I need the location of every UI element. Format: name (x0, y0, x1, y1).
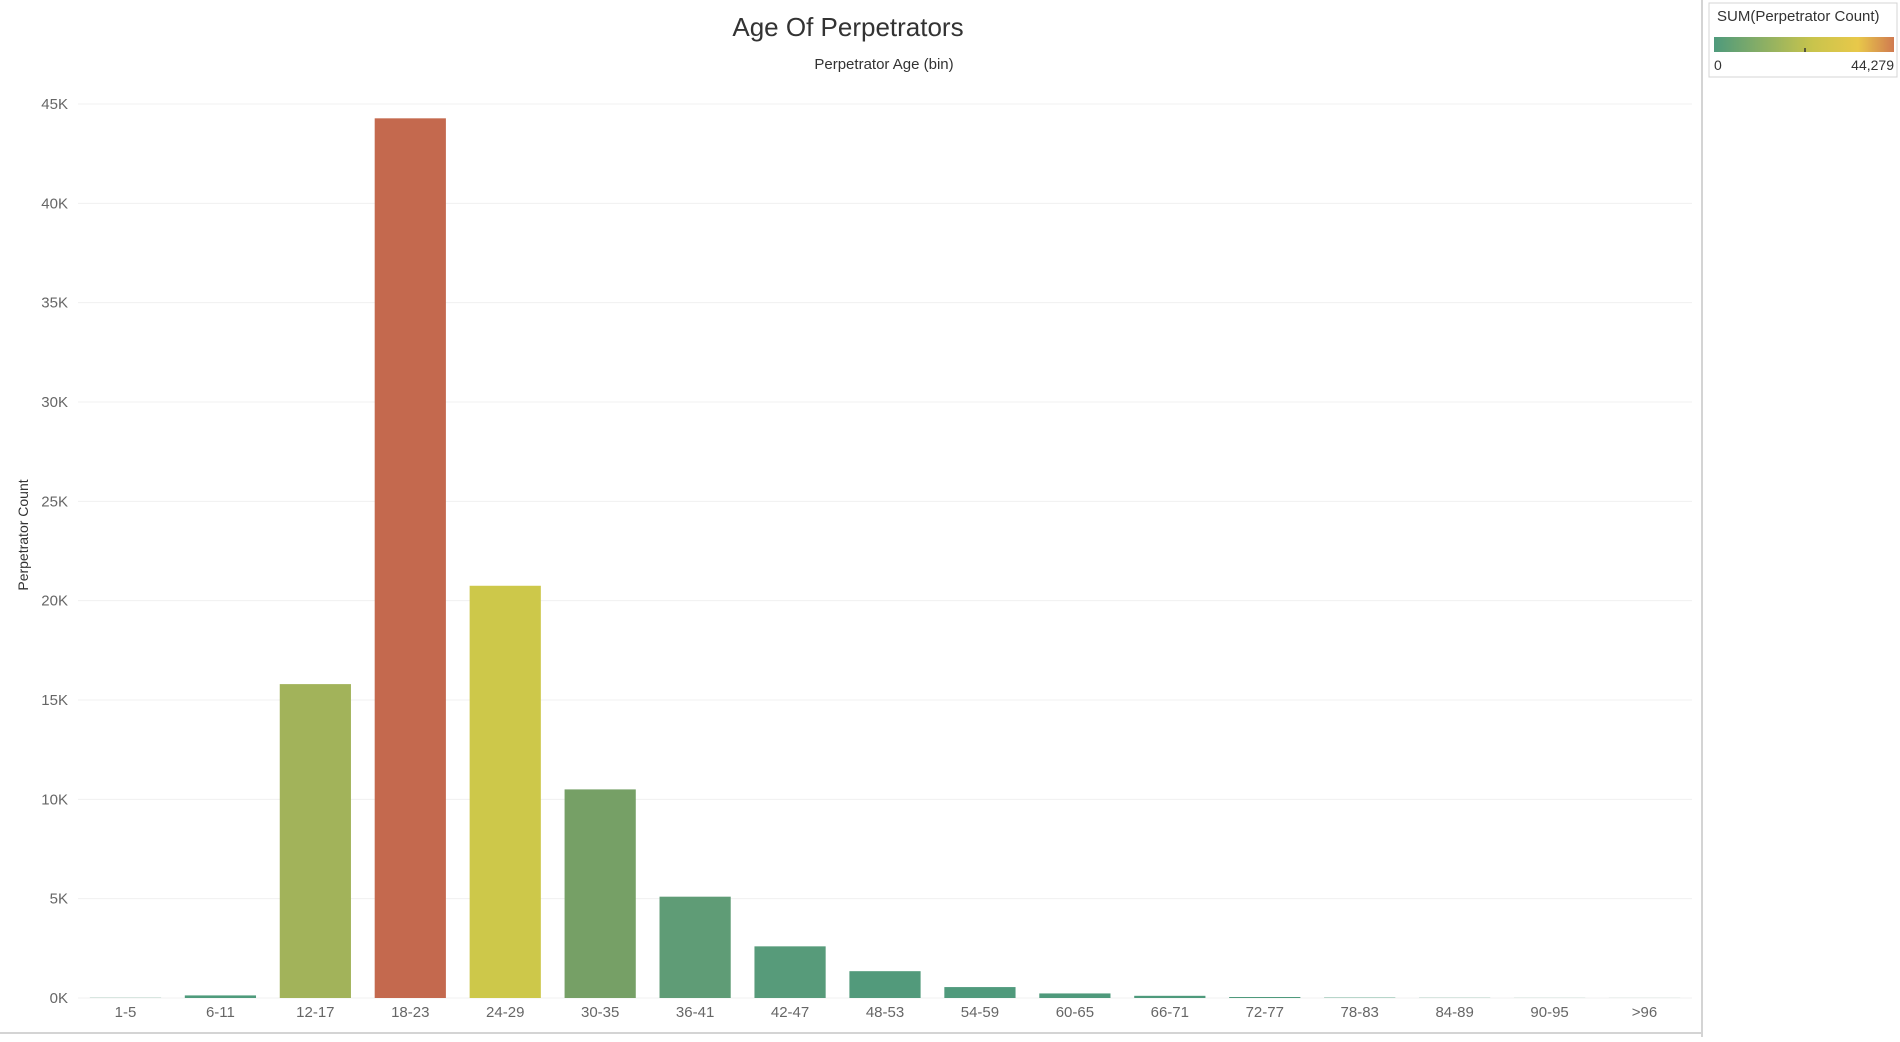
x-tick-label: 90-95 (1530, 1004, 1568, 1021)
x-tick-label: 78-83 (1341, 1004, 1379, 1021)
x-tick-label: 72-77 (1246, 1004, 1284, 1021)
bar-30-35[interactable] (565, 789, 636, 998)
y-tick-label: 45K (41, 96, 68, 113)
x-tick-label: 84-89 (1435, 1004, 1473, 1021)
x-tick-label: 30-35 (581, 1004, 619, 1021)
x-tick-label: 36-41 (676, 1004, 714, 1021)
y-axis-ticks: 0K 5K 10K 15K 20K 25K 30K 35K 40K 45K (41, 96, 68, 1007)
x-tick-label: 66-71 (1151, 1004, 1189, 1021)
legend-min-label: 0 (1714, 57, 1722, 73)
color-legend[interactable]: SUM(Perpetrator Count) 0 44,279 (1709, 3, 1897, 77)
y-tick-label: 20K (41, 593, 68, 610)
bar-72-77[interactable] (1229, 997, 1300, 998)
bar-42-47[interactable] (754, 946, 825, 998)
legend-color-ramp (1714, 37, 1894, 52)
y-tick-label: 0K (50, 990, 68, 1007)
x-tick-label: 48-53 (866, 1004, 904, 1021)
x-tick-label: 1-5 (115, 1004, 137, 1021)
x-axis-ticks: 1-5 6-11 12-17 18-23 24-29 30-35 36-41 42-47 48-… (115, 1004, 1658, 1021)
bar-60-65[interactable] (1039, 993, 1110, 998)
bar-12-17[interactable] (280, 684, 351, 998)
bar-54-59[interactable] (944, 987, 1015, 998)
bar-6-11[interactable] (185, 995, 256, 998)
x-tick-label: 24-29 (486, 1004, 524, 1021)
x-tick-label: >96 (1632, 1004, 1657, 1021)
x-tick-label: 60-65 (1056, 1004, 1094, 1021)
y-tick-label: 40K (41, 195, 68, 212)
x-tick-label: 6-11 (206, 1004, 235, 1021)
legend-max-label: 44,279 (1851, 57, 1894, 73)
bar-18-23[interactable] (375, 118, 446, 998)
x-tick-label: 18-23 (391, 1004, 429, 1021)
x-tick-label: 54-59 (961, 1004, 999, 1021)
y-tick-label: 10K (41, 791, 68, 808)
y-tick-label: 35K (41, 295, 68, 312)
y-tick-label: 15K (41, 692, 68, 709)
x-axis-title: Perpetrator Age (bin) (814, 56, 953, 73)
bar-24-29[interactable] (470, 586, 541, 998)
y-axis-title: Perpetrator Count (15, 479, 31, 590)
chart-title: Age Of Perpetrators (732, 12, 963, 42)
bar-48-53[interactable] (849, 971, 920, 998)
y-tick-label: 30K (41, 394, 68, 411)
y-tick-label: 5K (50, 891, 68, 908)
x-tick-label: 42-47 (771, 1004, 809, 1021)
legend-title: SUM(Perpetrator Count) (1717, 8, 1880, 25)
y-tick-label: 25K (41, 493, 68, 510)
bar-36-41[interactable] (660, 897, 731, 998)
bars (90, 118, 1680, 998)
x-tick-label: 12-17 (296, 1004, 334, 1021)
bar-66-71[interactable] (1134, 996, 1205, 998)
